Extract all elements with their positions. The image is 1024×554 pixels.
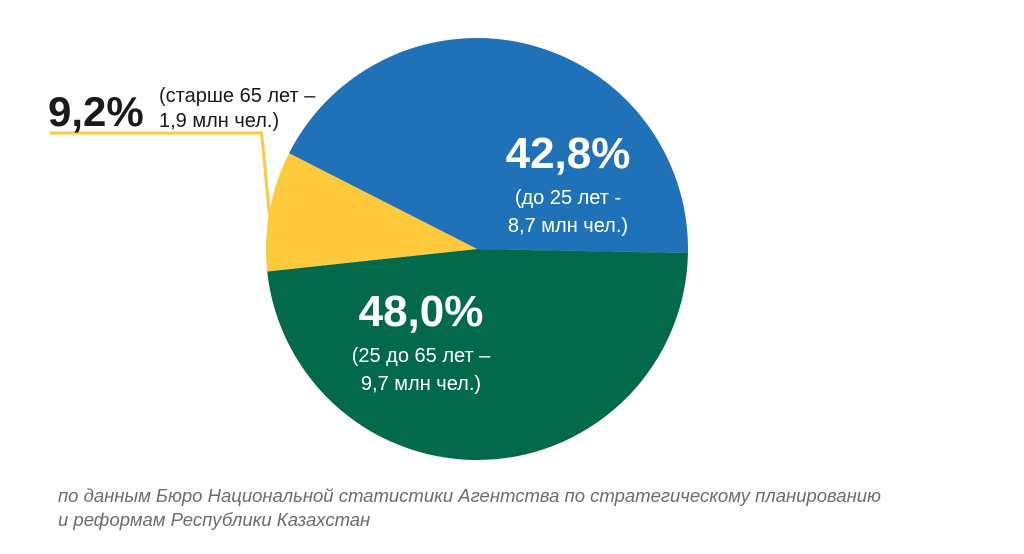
source-note: по данным Бюро Национальной статистики А…	[58, 484, 988, 532]
pie-slice-2	[267, 249, 688, 460]
slice-percent-label: 48,0%	[359, 287, 484, 336]
slice-detail-label: 9,7 млн чел.)	[361, 373, 481, 395]
slice-percent-label: 9,2%	[48, 88, 144, 135]
slice-detail-label: (старше 65 лет –	[159, 85, 316, 107]
pie-slice-3	[265, 153, 477, 272]
labels-layer: 42,8% (до 25 лет - 8,7 млн чел.) 48,0% (25 д…	[48, 85, 630, 395]
slice-percent-label: 42,8%	[506, 129, 631, 178]
source-note-line-2: и реформам Республики Казахстан	[58, 509, 371, 530]
slice-detail-label: 8,7 млн чел.)	[508, 215, 628, 237]
slice-detail-label: (до 25 лет -	[515, 187, 621, 209]
slice-detail-label: (25 до 65 лет –	[352, 345, 491, 367]
source-note-line-1: по данным Бюро Национальной статистики А…	[58, 485, 881, 506]
slice-detail-label: 1,9 млн чел.)	[159, 110, 279, 132]
slice-label-group-2: 48,0% (25 до 65 лет – 9,7 млн чел.)	[352, 287, 491, 395]
slices-layer	[265, 38, 688, 460]
slice-label-group-1: 42,8% (до 25 лет - 8,7 млн чел.)	[506, 129, 631, 237]
callout-leader-line	[50, 131, 271, 215]
pie-slice-1	[289, 38, 688, 253]
